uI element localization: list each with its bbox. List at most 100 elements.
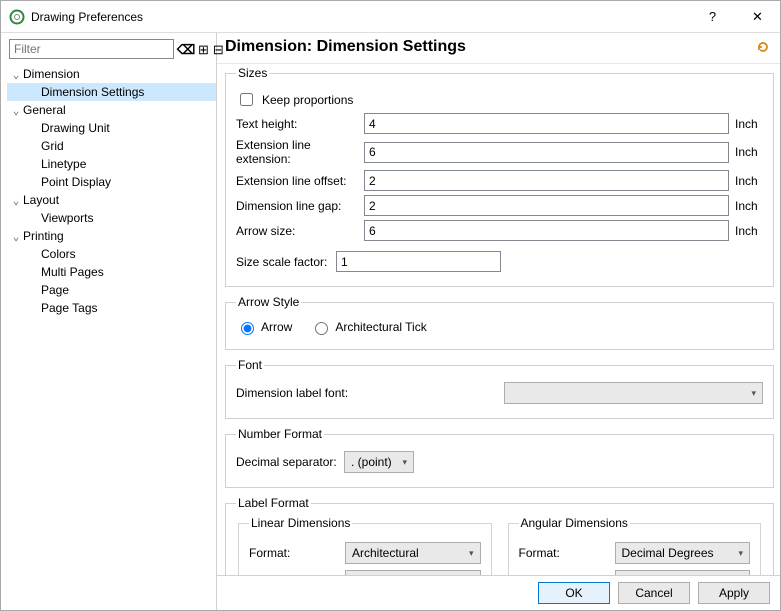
arrow-style-legend: Arrow Style <box>236 295 301 309</box>
tree-item[interactable]: ⌄Layout <box>7 191 216 209</box>
scale-factor-label: Size scale factor: <box>236 255 336 269</box>
label-format-group: Label Format Linear Dimensions Format: A… <box>225 496 774 575</box>
ext-line-ext-input[interactable] <box>364 142 729 163</box>
text-height-label: Text height: <box>236 117 364 131</box>
tree-item[interactable]: ⌄Printing <box>7 227 216 245</box>
tree-item-label: Page Tags <box>41 301 98 315</box>
ext-line-off-row: Extension line offset: Inch <box>236 170 763 191</box>
arch-tick-option[interactable]: Architectural Tick <box>310 319 426 335</box>
tree-item[interactable]: Drawing Unit <box>7 119 216 137</box>
main-area: ⌫ ⊞ ⊟ ⌄DimensionDimension Settings⌄Gener… <box>1 33 780 610</box>
angular-dim-legend: Angular Dimensions <box>519 516 630 530</box>
arrow-radio[interactable] <box>241 322 254 335</box>
linear-format-select[interactable]: Architectural ▾ <box>345 542 481 564</box>
clear-icon: ⌫ <box>177 43 195 56</box>
page-title: Dimension: Dimension Settings <box>225 38 754 56</box>
angular-precision-select[interactable]: 0.00 ▾ <box>615 570 751 575</box>
ext-line-ext-unit: Inch <box>735 145 763 159</box>
page-header: Dimension: Dimension Settings <box>217 33 780 63</box>
app-icon <box>9 9 25 25</box>
right-pane: Dimension: Dimension Settings Sizes Keep… <box>217 33 780 610</box>
expand-icon: ⊞ <box>198 43 209 56</box>
linear-dim-group: Linear Dimensions Format: Architectural … <box>238 516 492 575</box>
font-group: Font Dimension label font: ▾ <box>225 358 774 419</box>
tree-item[interactable]: Dimension Settings <box>7 83 216 101</box>
angular-format-row: Format: Decimal Degrees ▾ <box>519 542 751 564</box>
tree-item[interactable]: Page Tags <box>7 299 216 317</box>
dim-line-gap-label: Dimension line gap: <box>236 199 364 213</box>
ext-line-off-unit: Inch <box>735 174 763 188</box>
chevron-down-icon: ⌄ <box>9 230 23 243</box>
dialog-button-bar: OK Cancel Apply <box>217 575 780 610</box>
text-height-row: Text height: Inch <box>236 113 763 134</box>
tree-item[interactable]: ⌄General <box>7 101 216 119</box>
angular-dim-group: Angular Dimensions Format: Decimal Degre… <box>508 516 762 575</box>
filter-input[interactable] <box>9 39 174 59</box>
cancel-label: Cancel <box>635 586 672 600</box>
chevron-down-icon: ⌄ <box>9 194 23 207</box>
tree-item-label: Grid <box>41 139 64 153</box>
left-pane: ⌫ ⊞ ⊟ ⌄DimensionDimension Settings⌄Gener… <box>1 33 217 610</box>
arch-tick-radio[interactable] <box>315 322 328 335</box>
linear-precision-select[interactable]: 0'-0 1/16" ▾ <box>345 570 481 575</box>
ok-button[interactable]: OK <box>538 582 610 604</box>
decimal-sep-select[interactable]: . (point) ▾ <box>344 451 414 473</box>
arrow-radio-label: Arrow <box>261 320 292 334</box>
tree-item[interactable]: Viewports <box>7 209 216 227</box>
decimal-sep-value: . (point) <box>351 455 392 469</box>
angular-format-select[interactable]: Decimal Degrees ▾ <box>615 542 751 564</box>
help-button[interactable]: ? <box>690 2 735 32</box>
font-label: Dimension label font: <box>236 386 504 400</box>
keep-proportions-checkbox[interactable] <box>240 93 253 106</box>
cancel-button[interactable]: Cancel <box>618 582 690 604</box>
tree-item[interactable]: Point Display <box>7 173 216 191</box>
tree-item[interactable]: Colors <box>7 245 216 263</box>
tree-item-label: Point Display <box>41 175 111 189</box>
sizes-legend: Sizes <box>236 66 269 80</box>
ext-line-off-label: Extension line offset: <box>236 174 364 188</box>
tree-item-label: Dimension <box>23 67 80 81</box>
tree-item[interactable]: Page <box>7 281 216 299</box>
reset-button[interactable] <box>754 38 772 56</box>
font-select[interactable]: ▾ <box>504 382 763 404</box>
arrow-style-radios: Arrow Architectural Tick <box>236 319 763 335</box>
expand-all-button[interactable]: ⊞ <box>198 41 209 57</box>
text-height-input[interactable] <box>364 113 729 134</box>
tree-item[interactable]: Linetype <box>7 155 216 173</box>
arrow-style-group: Arrow Style Arrow Architectural Tick <box>225 295 774 350</box>
tree-item[interactable]: Grid <box>7 137 216 155</box>
ext-line-ext-row: Extension line extension: Inch <box>236 138 763 166</box>
settings-scroll[interactable]: Sizes Keep proportions Text height: Inch… <box>217 63 780 575</box>
tree-item[interactable]: Multi Pages <box>7 263 216 281</box>
scale-factor-input[interactable] <box>336 251 501 272</box>
sizes-group: Sizes Keep proportions Text height: Inch… <box>225 66 774 287</box>
arrow-size-unit: Inch <box>735 224 763 238</box>
arrow-size-input[interactable] <box>364 220 729 241</box>
dim-line-gap-input[interactable] <box>364 195 729 216</box>
help-icon: ? <box>709 9 716 24</box>
tree-item-label: General <box>23 103 66 117</box>
apply-button[interactable]: Apply <box>698 582 770 604</box>
filter-row: ⌫ ⊞ ⊟ <box>7 37 216 63</box>
linear-format-value: Architectural <box>352 546 419 560</box>
ok-label: OK <box>565 586 582 600</box>
dim-line-gap-row: Dimension line gap: Inch <box>236 195 763 216</box>
title-bar: Drawing Preferences ? ✕ <box>1 1 780 33</box>
category-tree[interactable]: ⌄DimensionDimension Settings⌄GeneralDraw… <box>7 63 216 606</box>
arrow-size-row: Arrow size: Inch <box>236 220 763 241</box>
keep-proportions-row: Keep proportions <box>236 90 763 109</box>
tree-item[interactable]: ⌄Dimension <box>7 65 216 83</box>
label-format-columns: Linear Dimensions Format: Architectural … <box>236 516 763 575</box>
text-height-unit: Inch <box>735 117 763 131</box>
angular-format-value: Decimal Degrees <box>622 546 714 560</box>
dropdown-icon: ▾ <box>402 457 407 468</box>
ext-line-off-input[interactable] <box>364 170 729 191</box>
chevron-down-icon: ⌄ <box>9 68 23 81</box>
clear-filter-button[interactable]: ⌫ <box>178 41 194 57</box>
number-format-legend: Number Format <box>236 427 324 441</box>
tree-item-label: Drawing Unit <box>41 121 110 135</box>
close-button[interactable]: ✕ <box>735 2 780 32</box>
close-icon: ✕ <box>752 9 763 25</box>
dropdown-icon: ▾ <box>751 388 756 399</box>
arrow-option[interactable]: Arrow <box>236 319 292 335</box>
